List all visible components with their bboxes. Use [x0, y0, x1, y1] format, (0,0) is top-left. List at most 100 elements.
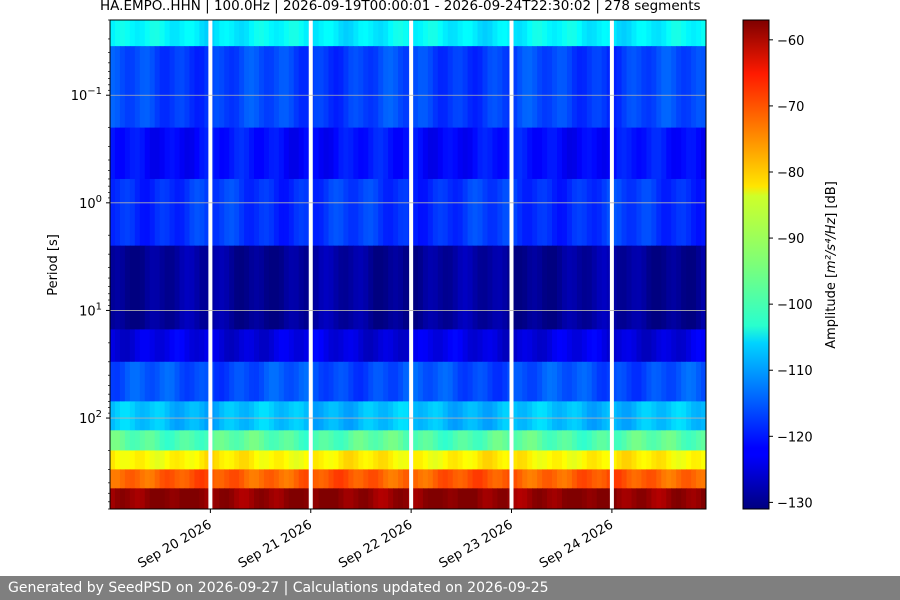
heatmap-cell — [119, 329, 126, 363]
heatmap-cell — [651, 450, 657, 470]
heatmap-cell — [174, 430, 181, 452]
heatmap-cell — [214, 361, 220, 402]
heatmap-cell — [651, 401, 657, 431]
heatmap-cell — [124, 430, 131, 452]
heatmap-cell — [169, 469, 176, 489]
heatmap-cell — [557, 329, 563, 363]
heatmap-cell — [278, 127, 285, 180]
heatmap-cell — [656, 20, 662, 47]
heatmap-cell — [229, 430, 235, 452]
heatmap-cell — [696, 430, 702, 452]
heatmap-cell — [527, 401, 533, 431]
heatmap-cell — [169, 178, 176, 247]
heatmap-cell — [144, 361, 151, 402]
heatmap-cell — [393, 469, 399, 489]
heatmap-cell — [571, 469, 578, 489]
heatmap-cell — [576, 178, 583, 247]
heatmap-cell — [268, 178, 275, 247]
heatmap-cell — [149, 245, 156, 330]
heatmap-cell — [229, 450, 235, 470]
heatmap-cell — [547, 401, 553, 431]
heatmap-cell — [576, 127, 583, 180]
heatmap-cell — [542, 127, 548, 180]
heatmap-cell — [368, 430, 374, 452]
heatmap-cell — [542, 361, 548, 402]
heatmap-cell — [681, 329, 687, 363]
heatmap-cell — [457, 329, 464, 363]
heatmap-cell — [398, 450, 404, 470]
heatmap-cell — [358, 401, 364, 431]
heatmap-cell — [119, 469, 126, 489]
heatmap-cell — [656, 127, 662, 180]
heatmap-cell — [532, 245, 538, 330]
heatmap-cell — [179, 450, 186, 470]
heatmap-cell — [124, 450, 131, 470]
heatmap-cell — [552, 361, 558, 402]
heatmap-cell — [467, 20, 474, 47]
heatmap-cell — [184, 469, 191, 489]
heatmap-cell — [497, 361, 503, 402]
heatmap-cell — [234, 245, 240, 330]
heatmap-cell — [656, 46, 662, 129]
heatmap-cell — [303, 245, 310, 330]
heatmap-cell — [581, 178, 588, 247]
heatmap-cell — [393, 430, 399, 452]
heatmap-cell — [159, 329, 166, 363]
heatmap-cell — [537, 469, 543, 489]
heatmap-cell — [686, 20, 692, 47]
heatmap-cell — [110, 329, 116, 363]
heatmap-cell — [358, 20, 364, 47]
heatmap-cell — [244, 488, 250, 509]
heatmap-cell — [591, 488, 598, 509]
heatmap-cell — [388, 450, 394, 470]
heatmap-cell — [373, 329, 379, 363]
heatmap-cell — [571, 178, 578, 247]
heatmap-cell — [278, 178, 285, 247]
heatmap-cell — [532, 401, 538, 431]
heatmap-cell — [596, 46, 603, 129]
heatmap-cell — [472, 329, 479, 363]
heatmap-cell — [596, 20, 603, 47]
heatmap-cell — [234, 430, 240, 452]
heatmap-cell — [671, 245, 677, 330]
heatmap-cell — [348, 178, 354, 247]
heatmap-cell — [343, 178, 349, 247]
heatmap-cell — [229, 361, 235, 402]
heatmap-cell — [651, 361, 657, 402]
heatmap-cell — [651, 245, 657, 330]
x-tick-label: Sep 24 2026 — [537, 517, 616, 571]
heatmap-cell — [616, 450, 623, 470]
heatmap-cell — [229, 127, 235, 180]
heatmap-cell — [547, 178, 553, 247]
heatmap-cell — [557, 245, 563, 330]
heatmap-cell — [462, 329, 469, 363]
heatmap-cell — [427, 488, 434, 509]
heatmap-cell — [259, 488, 265, 509]
heatmap-cell — [422, 401, 429, 431]
heatmap-cell — [239, 329, 245, 363]
heatmap-cell — [313, 450, 320, 470]
heatmap-cell — [571, 46, 578, 129]
colorbar-tick-label: −100 — [777, 298, 813, 313]
heatmap-cell — [686, 488, 692, 509]
heatmap-cell — [646, 127, 652, 180]
heatmap-cell — [691, 469, 697, 489]
heatmap-cell — [621, 178, 628, 247]
heatmap-cell — [606, 329, 613, 363]
heatmap-cell — [691, 46, 697, 129]
heatmap-cell — [378, 20, 384, 47]
heatmap-cell — [293, 329, 300, 363]
heatmap-cell — [328, 178, 335, 247]
heatmap-cell — [606, 469, 613, 489]
heatmap-cell — [184, 178, 191, 247]
heatmap-cell — [368, 329, 374, 363]
heatmap-cell — [661, 401, 667, 431]
heatmap-cell — [249, 127, 255, 180]
heatmap-cell — [263, 469, 270, 489]
heatmap-cell — [278, 488, 285, 509]
heatmap-cell — [303, 46, 310, 129]
colorbar — [742, 19, 770, 510]
heatmap-cell — [452, 469, 459, 489]
heatmap-cell — [487, 245, 494, 330]
heatmap-cell — [666, 178, 672, 247]
